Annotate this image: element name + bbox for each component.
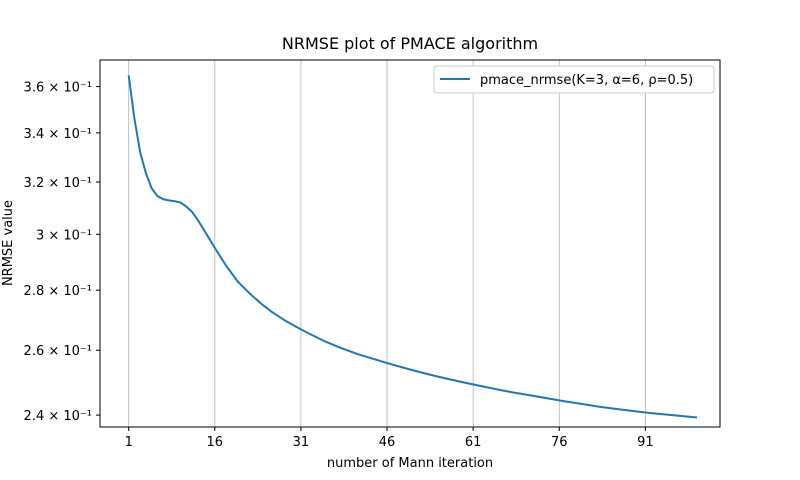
series-data-point xyxy=(140,152,141,153)
series-data-point xyxy=(214,247,215,248)
y-axis-label: NRMSE value xyxy=(1,200,16,286)
series-data-point xyxy=(599,406,600,407)
x-tick-label: 1 xyxy=(125,435,133,450)
series-data-point xyxy=(168,200,169,201)
series-data-point xyxy=(410,369,411,370)
legend: pmace_nrmse(K=3, α=6, ρ=0.5) xyxy=(433,65,715,94)
y-tick-label: 2.4 × 10⁻¹ xyxy=(24,409,92,424)
x-axis-label: number of Mann iteration xyxy=(327,456,493,471)
series-data-point xyxy=(283,319,284,320)
series-data-point xyxy=(249,293,250,294)
chart-title: NRMSE plot of PMACE algorithm xyxy=(282,34,538,53)
x-tick-label: 31 xyxy=(293,435,310,450)
series-data-point xyxy=(180,202,181,203)
series-line xyxy=(127,75,698,419)
x-tick-label: 91 xyxy=(637,435,654,450)
series-data-point xyxy=(616,409,617,410)
series-data-point xyxy=(272,312,273,313)
series-data-point xyxy=(157,196,158,197)
series-data-point xyxy=(358,354,359,355)
series-data-point xyxy=(513,392,514,393)
series-data-point xyxy=(582,404,583,405)
series-data-point xyxy=(478,385,479,386)
series-data-point xyxy=(295,326,296,327)
grid-lines xyxy=(128,60,646,427)
series-data-point xyxy=(697,417,698,418)
series-data-point xyxy=(547,398,548,399)
legend-entry-label: pmace_nrmse(K=3, α=6, ρ=0.5) xyxy=(480,73,693,88)
series-data-point xyxy=(209,238,210,239)
series-data-point xyxy=(174,201,175,202)
series-data-point xyxy=(427,373,428,374)
series-data-point xyxy=(375,359,376,360)
series-data-point xyxy=(203,228,204,229)
series-data-point xyxy=(226,265,227,266)
x-tick-label: 61 xyxy=(465,435,482,450)
series-data-point xyxy=(151,188,152,189)
series-data-point xyxy=(392,364,393,365)
plot-frame xyxy=(99,59,721,428)
series-data-point xyxy=(128,75,129,76)
series-data-point xyxy=(260,303,261,304)
y-tick-label: 2.6 × 10⁻¹ xyxy=(24,344,92,359)
series-data-point xyxy=(530,395,531,396)
series-data-point xyxy=(323,340,324,341)
legend-box xyxy=(433,65,715,94)
y-tick-label: 3 × 10⁻¹ xyxy=(36,228,92,243)
series-data-point xyxy=(668,414,669,415)
series-data-point xyxy=(134,118,135,119)
y-axis-ticks: 2.4 × 10⁻¹ 2.6 × 10⁻¹ 2.8 × 10⁻¹ 3 × 10⁻¹ 3.… xyxy=(24,81,100,424)
y-tick-label: 2.8 × 10⁻¹ xyxy=(24,284,92,299)
x-tick-label: 16 xyxy=(207,435,224,450)
series-data-point xyxy=(685,416,686,417)
series-data-point xyxy=(341,348,342,349)
x-tick-label: 76 xyxy=(551,435,568,450)
x-tick-label: 46 xyxy=(379,435,396,450)
y-tick-label: 3.2 × 10⁻¹ xyxy=(24,176,92,191)
x-axis-ticks: 1 16 31 46 61 76 91 xyxy=(125,427,654,450)
series-data-point xyxy=(565,401,566,402)
series-data-point xyxy=(306,332,307,333)
series-data-point xyxy=(444,378,445,379)
series-data-point xyxy=(633,411,634,412)
series-data-point xyxy=(496,389,497,390)
y-tick-label: 3.6 × 10⁻¹ xyxy=(24,81,92,96)
series-data-point xyxy=(461,382,462,383)
series-data-point xyxy=(197,219,198,220)
series-data-point xyxy=(237,281,238,282)
series-data-point xyxy=(145,173,146,174)
series-data-point xyxy=(651,413,652,414)
series-data-point xyxy=(186,206,187,207)
series-layer xyxy=(127,75,698,419)
series-data-point xyxy=(163,199,164,200)
series-data-point xyxy=(191,211,192,212)
y-tick-label: 3.4 × 10⁻¹ xyxy=(24,127,92,142)
